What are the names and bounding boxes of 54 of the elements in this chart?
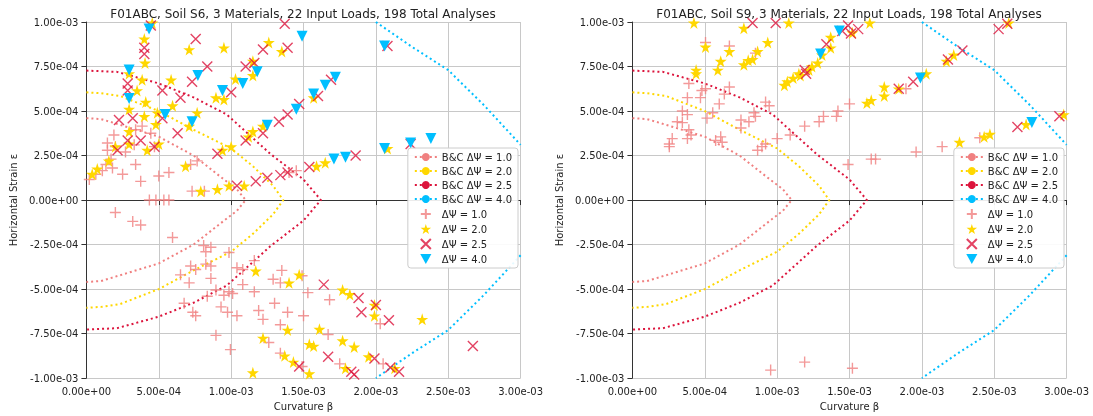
x-tick-label: 5.00e-04 [136,385,182,397]
x-tick-label: 1.00e-03 [208,385,254,397]
y-tick-label: -1.00e-03 [30,372,79,384]
y-tick-label: -5.00e-04 [576,283,625,295]
x-tick-label: 2.00e-03 [899,385,945,397]
y-tick-label: 0.00e+00 [28,194,79,206]
x-tick-label: 0.00e+00 [61,385,112,397]
x-axis-title: Curvature β [273,400,334,412]
legend-label: ΔΨ = 2.0 [441,223,488,235]
chart-title: F01ABC, Soil S6, 3 Materials, 22 Input Loads, 198 Total Analyses [110,7,496,21]
x-tick-label: 3.00e-03 [1044,385,1090,397]
legend-label: ΔΨ = 1.0 [987,208,1034,220]
y-tick-label: 1.00e-03 [579,16,625,28]
x-tick-label: 2.00e-03 [353,385,399,397]
x-axis-title: Curvature β [819,400,880,412]
x-tick-label: 5.00e-04 [682,385,728,397]
y-axis-title: Horizontal Strain ε [553,153,565,247]
x-tick-label: 1.50e-03 [281,385,326,397]
legend-label: B&C ΔΨ = 1.0 [987,151,1058,163]
legend-label: ΔΨ = 4.0 [987,253,1034,265]
x-tick-label: 2.50e-03 [425,385,471,397]
y-tick-label: 1.00e-03 [33,16,79,28]
x-tick-label: 3.00e-03 [498,385,544,397]
x-tick-label: 1.00e-03 [754,385,800,397]
y-tick-label: -1.00e-03 [576,372,625,384]
y-tick-label: -2.50e-04 [576,239,625,251]
legend-label: B&C ΔΨ = 2.0 [987,165,1058,177]
legend-label: ΔΨ = 2.5 [987,238,1034,250]
legend-label: B&C ΔΨ = 2.0 [441,165,512,177]
y-axis-title: Horizontal Strain ε [7,153,19,247]
legend-label: B&C ΔΨ = 4.0 [987,193,1058,205]
y-tick-label: -2.50e-04 [30,239,79,251]
legend-label: B&C ΔΨ = 4.0 [441,193,512,205]
legend-label: B&C ΔΨ = 1.0 [441,151,512,163]
y-tick-label: -5.00e-04 [30,283,79,295]
x-tick-label: 0.00e+00 [607,385,658,397]
x-tick-label: 2.50e-03 [971,385,1017,397]
y-tick-label: -7.50e-04 [576,328,625,340]
x-tick-label: 1.50e-03 [827,385,872,397]
y-tick-label: 5.00e-04 [33,105,79,117]
y-tick-label: 7.50e-04 [579,61,625,73]
y-tick-label: -7.50e-04 [30,328,79,340]
y-tick-label: 5.00e-04 [579,105,625,117]
legend-label: ΔΨ = 2.5 [441,238,488,250]
y-tick-label: 0.00e+00 [574,194,625,206]
legend-label: B&C ΔΨ = 2.5 [987,179,1058,191]
y-tick-label: 2.50e-04 [33,150,79,162]
y-tick-label: 7.50e-04 [33,61,79,73]
legend-label: ΔΨ = 4.0 [441,253,488,265]
legend-label: B&C ΔΨ = 2.5 [441,179,512,191]
legend-label: ΔΨ = 2.0 [987,223,1034,235]
chart-title: F01ABC, Soil S9, 3 Materials, 22 Input Loads, 198 Total Analyses [656,7,1042,21]
y-tick-label: 2.50e-04 [579,150,625,162]
legend-label: ΔΨ = 1.0 [441,208,488,220]
